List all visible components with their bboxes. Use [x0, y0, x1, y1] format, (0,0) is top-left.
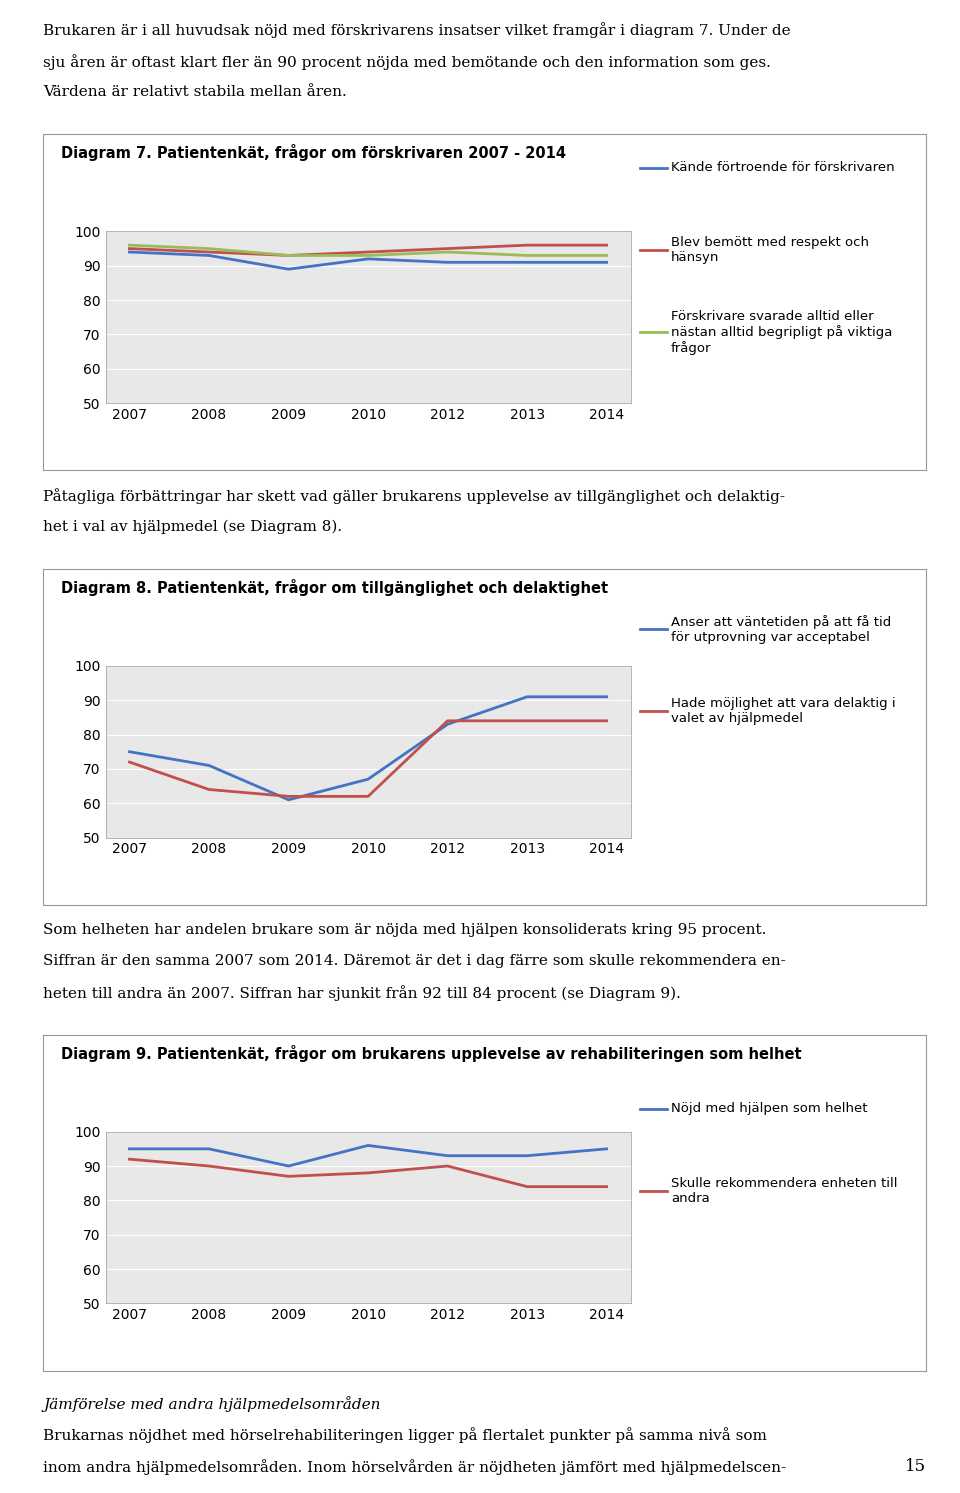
- Text: Blev bemött med respekt och
hänsyn: Blev bemött med respekt och hänsyn: [671, 236, 869, 264]
- Text: Diagram 9. Patientenkät, frågor om brukarens upplevelse av rehabiliteringen som : Diagram 9. Patientenkät, frågor om bruka…: [60, 1045, 802, 1062]
- Text: Skulle rekommendera enheten till
andra: Skulle rekommendera enheten till andra: [671, 1176, 898, 1205]
- Text: Påtagliga förbättringar har skett vad gäller brukarens upplevelse av tillgänglig: Påtagliga förbättringar har skett vad gä…: [43, 488, 785, 505]
- Text: Anser att väntetiden på att få tid
för utprovning var acceptabel: Anser att väntetiden på att få tid för u…: [671, 615, 891, 643]
- Text: Kände förtroende för förskrivaren: Kände förtroende för förskrivaren: [671, 161, 895, 175]
- Text: sju åren är oftast klart fler än 90 procent nöjda med bemötande och den informat: sju åren är oftast klart fler än 90 proc…: [43, 54, 771, 70]
- Text: Värdena är relativt stabila mellan åren.: Värdena är relativt stabila mellan åren.: [43, 85, 347, 99]
- Text: Jämförelse med andra hjälpmedelsområden: Jämförelse med andra hjälpmedelsområden: [43, 1396, 381, 1412]
- Text: Diagram 8. Patientenkät, frågor om tillgänglighet och delaktighet: Diagram 8. Patientenkät, frågor om tillg…: [60, 579, 608, 596]
- Text: Hade möjlighet att vara delaktig i
valet av hjälpmedel: Hade möjlighet att vara delaktig i valet…: [671, 697, 896, 726]
- Text: Som helheten har andelen brukare som är nöjda med hjälpen konsoliderats kring 95: Som helheten har andelen brukare som är …: [43, 923, 767, 936]
- Text: Brukarnas nöjdhet med hörselrehabiliteringen ligger på flertalet punkter på samm: Brukarnas nöjdhet med hörselrehabiliteri…: [43, 1427, 767, 1444]
- Text: Brukaren är i all huvudsak nöjd med förskrivarens insatser vilket framgår i diag: Brukaren är i all huvudsak nöjd med förs…: [43, 22, 791, 39]
- Text: Förskrivare svarade alltid eller
nästan alltid begripligt på viktiga
frågor: Förskrivare svarade alltid eller nästan …: [671, 309, 892, 355]
- Text: Nöjd med hjälpen som helhet: Nöjd med hjälpen som helhet: [671, 1102, 867, 1115]
- Text: Siffran är den samma 2007 som 2014. Däremot är det i dag färre som skulle rekomm: Siffran är den samma 2007 som 2014. Däre…: [43, 954, 786, 967]
- Text: 15: 15: [905, 1459, 926, 1475]
- Text: heten till andra än 2007. Siffran har sjunkit från 92 till 84 procent (se Diagra: heten till andra än 2007. Siffran har sj…: [43, 985, 681, 1002]
- Text: het i val av hjälpmedel (se Diagram 8).: het i val av hjälpmedel (se Diagram 8).: [43, 520, 343, 534]
- Text: Diagram 7. Patientenkät, frågor om förskrivaren 2007 - 2014: Diagram 7. Patientenkät, frågor om försk…: [60, 145, 565, 161]
- Text: inom andra hjälpmedelsområden. Inom hörselvården är nöjdheten jämfört med hjälpm: inom andra hjälpmedelsområden. Inom hörs…: [43, 1459, 786, 1475]
